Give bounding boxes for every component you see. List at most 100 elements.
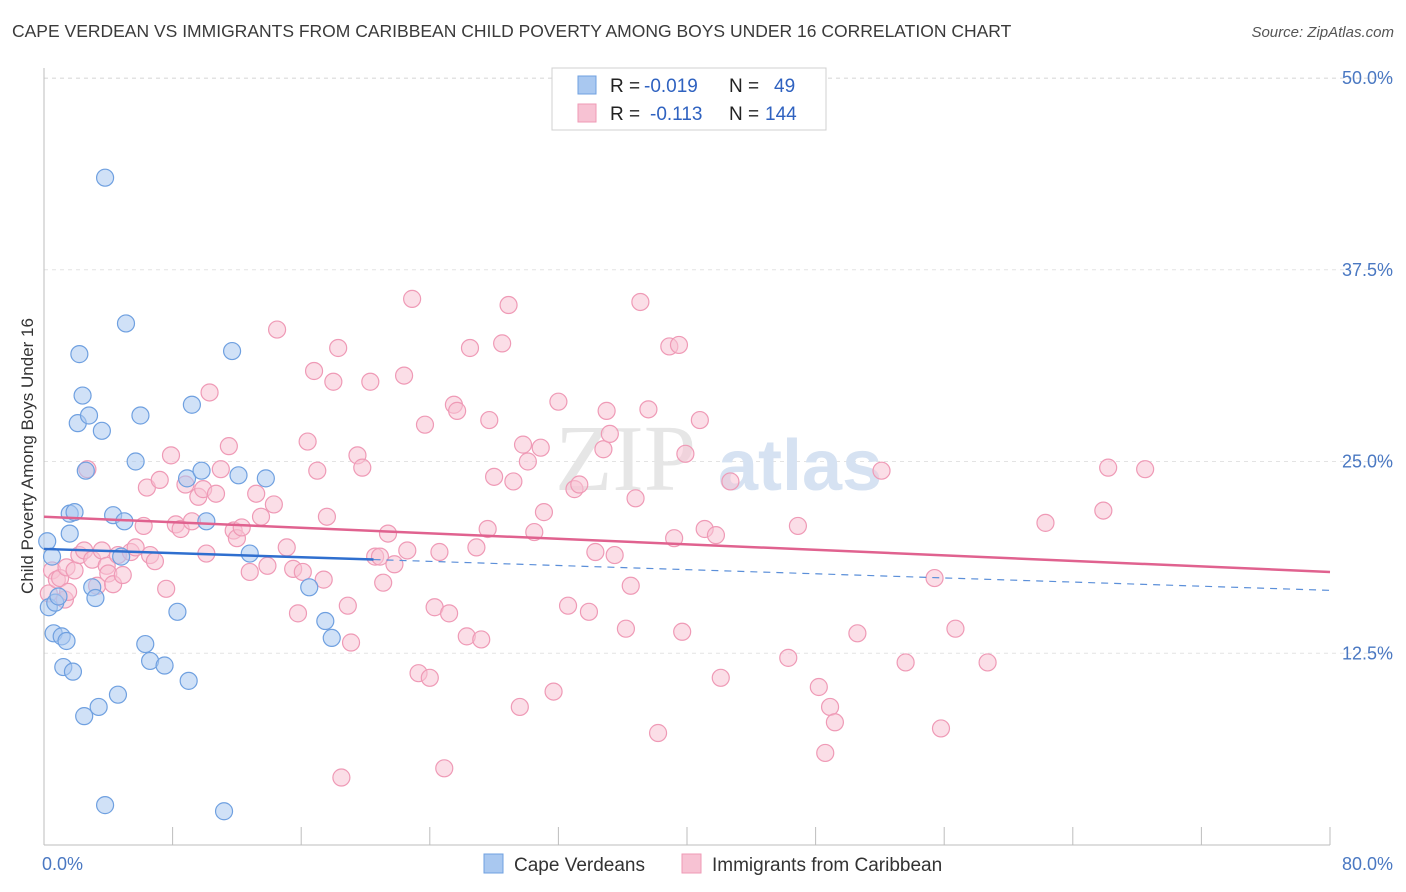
caribbean-point-129 xyxy=(820,697,840,717)
caribbean-point-130 xyxy=(825,713,844,732)
caribbean-point-99 xyxy=(549,392,568,411)
caribbean-point-120 xyxy=(690,410,709,430)
caribbean-point-138 xyxy=(1036,513,1055,532)
caribbean-point-97 xyxy=(534,503,554,522)
caribbean-point-55 xyxy=(314,570,333,589)
cape-verdean-point-32 xyxy=(136,634,155,654)
caribbean-point-50 xyxy=(288,604,308,623)
caribbean-point-104 xyxy=(586,542,605,562)
cape-verdean-point-16 xyxy=(75,707,94,726)
caribbean-point-117 xyxy=(669,335,689,355)
trend-lines xyxy=(43,515,1331,591)
data-points xyxy=(38,168,1155,821)
cape-verdean-point-18 xyxy=(79,406,99,425)
caribbean-point-92 xyxy=(510,697,529,717)
y-tick-label-3: 50.0% xyxy=(1342,68,1393,88)
bottom-legend-label-caribbean: Immigrants from Caribbean xyxy=(712,855,942,876)
caribbean-point-89 xyxy=(493,334,512,353)
caribbean-point-84 xyxy=(467,538,486,557)
caribbean-point-125 xyxy=(779,648,798,667)
caribbean-point-52 xyxy=(298,432,317,451)
caribbean-point-102 xyxy=(570,475,589,494)
cape-verdean-point-36 xyxy=(177,469,197,488)
caribbean-point-61 xyxy=(341,633,361,652)
caribbean-point-25 xyxy=(150,470,169,490)
cape-verdean-point-0 xyxy=(38,532,57,551)
caribbean-point-66 xyxy=(370,547,390,566)
caribbean-point-111 xyxy=(626,489,645,508)
caribbean-point-126 xyxy=(788,516,808,536)
caribbean-point-64 xyxy=(361,372,380,391)
caribbean-point-107 xyxy=(600,424,619,443)
caribbean-point-128 xyxy=(816,743,835,763)
caribbean-point-69 xyxy=(385,555,404,574)
caribbean-point-36 xyxy=(206,484,226,503)
caribbean-point-63 xyxy=(353,458,372,477)
caribbean-point-41 xyxy=(232,518,251,537)
cape-verdean-point-35 xyxy=(168,602,187,621)
cape-verdean-trend-line xyxy=(43,547,374,561)
caribbean-point-26 xyxy=(157,579,176,598)
caribbean-point-67 xyxy=(374,573,393,592)
caribbean-point-56 xyxy=(317,507,337,526)
caribbean-point-133 xyxy=(896,653,915,672)
cape-verdean-point-48 xyxy=(322,628,341,648)
caribbean-point-83 xyxy=(460,338,480,358)
caribbean-point-59 xyxy=(332,768,351,787)
cape-verdean-point-47 xyxy=(316,611,335,631)
caribbean-point-85 xyxy=(472,630,491,649)
cape-verdean-point-31 xyxy=(131,406,150,425)
caribbean-point-122 xyxy=(706,526,726,545)
cape-verdean-point-1 xyxy=(42,547,62,566)
caribbean-point-27 xyxy=(161,446,181,465)
caribbean-point-140 xyxy=(1099,458,1118,477)
caribbean-point-51 xyxy=(293,562,312,582)
cape-verdean-point-5 xyxy=(49,587,68,606)
caribbean-point-124 xyxy=(721,472,740,491)
cape-verdean-point-39 xyxy=(192,461,211,480)
y-axis-label: Child Poverty Among Boys Under 16 xyxy=(18,318,37,594)
caribbean-point-135 xyxy=(931,719,951,738)
chart-title: CAPE VERDEAN VS IMMIGRANTS FROM CARIBBEA… xyxy=(12,21,1012,41)
chart-source: Source: ZipAtlas.com xyxy=(1251,24,1394,41)
cape-verdean-point-15 xyxy=(73,386,92,405)
watermark-atlas: atlas xyxy=(718,426,882,506)
caribbean-point-109 xyxy=(616,619,636,638)
legend-r-label-2: R = xyxy=(610,104,640,125)
caribbean-point-90 xyxy=(499,295,518,315)
cape-verdean-point-34 xyxy=(155,656,174,675)
legend-r-value-2: -0.113 xyxy=(650,104,702,125)
cape-verdean-point-22 xyxy=(92,421,111,440)
caribbean-point-105 xyxy=(594,440,613,459)
cape-verdean-point-23 xyxy=(95,168,115,187)
y-tick-labels: 12.5% 25.0% 37.5% 50.0% xyxy=(1342,68,1393,663)
bottom-legend: Cape Verdeans Immigrants from Caribbean xyxy=(483,853,942,876)
cape-verdean-point-26 xyxy=(108,685,128,704)
caribbean-point-114 xyxy=(648,723,668,743)
caribbean-point-113 xyxy=(639,400,658,419)
cape-verdean-point-29 xyxy=(116,314,136,333)
caribbean-point-141 xyxy=(1136,460,1155,479)
y-tick-label-0: 12.5% xyxy=(1342,643,1393,663)
caribbean-point-98 xyxy=(544,682,563,701)
y-tick-label-1: 25.0% xyxy=(1342,452,1393,472)
caribbean-point-112 xyxy=(631,292,650,312)
cape-verdean-trend-extension xyxy=(373,558,1331,591)
cape-verdean-point-40 xyxy=(197,512,216,531)
x-tick-label-1: 80.0% xyxy=(1342,854,1393,874)
caribbean-point-58 xyxy=(329,338,348,358)
cape-verdean-point-17 xyxy=(76,461,95,480)
cape-verdean-point-30 xyxy=(126,452,145,471)
caribbean-point-44 xyxy=(251,507,271,526)
legend-n-label-1: N = xyxy=(729,76,759,97)
caribbean-point-110 xyxy=(621,576,640,595)
caribbean-point-139 xyxy=(1094,501,1113,520)
cape-verdean-point-11 xyxy=(63,662,83,681)
caribbean-point-87 xyxy=(480,410,499,430)
cape-verdean-point-46 xyxy=(300,578,319,597)
caribbean-point-93 xyxy=(513,435,533,454)
caribbean-point-81 xyxy=(448,401,467,420)
caribbean-point-123 xyxy=(711,668,730,687)
cape-verdean-point-43 xyxy=(229,466,248,485)
cape-verdean-point-21 xyxy=(89,697,108,717)
